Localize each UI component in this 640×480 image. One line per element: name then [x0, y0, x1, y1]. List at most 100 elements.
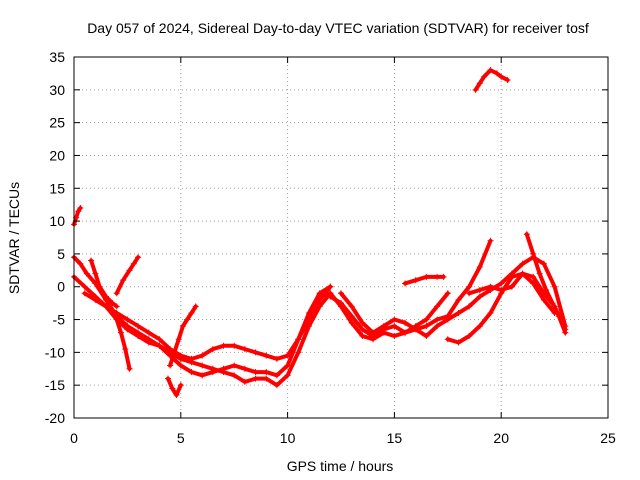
data-point	[481, 73, 488, 80]
data-point	[88, 257, 95, 264]
data-point	[487, 237, 494, 244]
data-point	[164, 375, 171, 382]
series-line	[82, 284, 333, 361]
data-point	[124, 316, 131, 323]
data-point	[188, 369, 195, 376]
data-point	[549, 300, 556, 307]
data-point	[359, 332, 366, 339]
series-arc-15	[523, 231, 569, 336]
data-point	[130, 260, 137, 267]
data-point	[530, 250, 537, 257]
data-point	[77, 204, 84, 211]
data-point	[284, 352, 291, 359]
data-point	[209, 346, 216, 353]
series-arc-7	[167, 303, 199, 369]
data-point	[423, 316, 430, 323]
data-point	[220, 342, 227, 349]
data-point	[434, 303, 441, 310]
data-point	[455, 339, 462, 346]
x-tick-label: 15	[387, 430, 403, 446]
series-arc-4	[88, 257, 120, 310]
y-tick-label: -15	[45, 377, 65, 393]
data-point	[327, 283, 334, 290]
data-point	[167, 362, 174, 369]
data-point	[423, 332, 430, 339]
data-point	[284, 362, 291, 369]
y-tick-label: 10	[49, 213, 65, 229]
data-point	[498, 287, 505, 294]
data-point	[209, 369, 216, 376]
y-tick-label: -20	[45, 410, 65, 426]
data-point	[370, 329, 377, 336]
data-point	[177, 382, 184, 389]
series-arc-6	[113, 316, 133, 372]
series-line	[72, 255, 333, 388]
data-point	[498, 73, 505, 80]
data-point	[348, 313, 355, 320]
data-point	[113, 303, 120, 310]
data-point	[199, 372, 206, 379]
data-point	[92, 270, 99, 277]
data-point	[543, 287, 550, 294]
data-point	[92, 296, 99, 303]
y-tick-label: 15	[49, 180, 65, 196]
data-point	[192, 303, 199, 310]
data-point	[109, 300, 116, 307]
data-point	[348, 303, 355, 310]
data-point	[81, 290, 88, 297]
data-point	[476, 323, 483, 330]
series-arc-5	[113, 254, 142, 297]
data-point	[498, 280, 505, 287]
data-point	[434, 323, 441, 330]
data-point	[179, 323, 186, 330]
data-point	[135, 332, 142, 339]
data-point	[412, 277, 419, 284]
plot-frame	[73, 56, 609, 419]
data-point	[493, 70, 500, 77]
data-point	[540, 260, 547, 267]
x-tick-label: 25	[600, 430, 616, 446]
data-point	[241, 365, 248, 372]
data-point	[402, 280, 409, 287]
data-point	[327, 293, 334, 300]
series-arc-9	[316, 290, 451, 343]
data-point	[348, 319, 355, 326]
data-point	[504, 76, 511, 83]
x-axis-title: GPS time / hours	[287, 458, 394, 474]
data-point	[434, 316, 441, 323]
data-point	[316, 293, 323, 300]
y-tick-label: -10	[45, 344, 65, 360]
series-line	[339, 255, 568, 338]
y-tick-label: 25	[49, 115, 65, 131]
data-point	[252, 369, 259, 376]
series-line	[166, 376, 183, 397]
data-point	[562, 329, 569, 336]
data-point	[252, 375, 259, 382]
y-tick-label: -5	[53, 312, 66, 328]
data-point	[252, 349, 259, 356]
data-point	[508, 283, 515, 290]
data-point	[423, 273, 430, 280]
data-point	[184, 316, 191, 323]
data-point	[540, 296, 547, 303]
data-point	[199, 362, 206, 369]
data-point	[75, 208, 82, 215]
data-point	[476, 287, 483, 294]
y-tick-label: 5	[57, 246, 65, 262]
data-point	[530, 280, 537, 287]
data-point	[466, 332, 473, 339]
data-point	[440, 273, 447, 280]
x-tick-label: 20	[493, 430, 509, 446]
data-point	[113, 316, 120, 323]
data-point	[338, 290, 344, 297]
data-point	[555, 313, 562, 320]
series-arc-16	[472, 67, 511, 93]
data-point	[83, 270, 90, 277]
tick-labels: 0 5 10 15 20 25 -20 -15 -10 -5 0 5 10 15 20 25 30 35	[45, 49, 616, 446]
data-point	[519, 260, 526, 267]
data-point	[169, 385, 176, 392]
data-point	[241, 378, 248, 385]
data-point	[273, 355, 280, 362]
data-point	[171, 349, 178, 356]
